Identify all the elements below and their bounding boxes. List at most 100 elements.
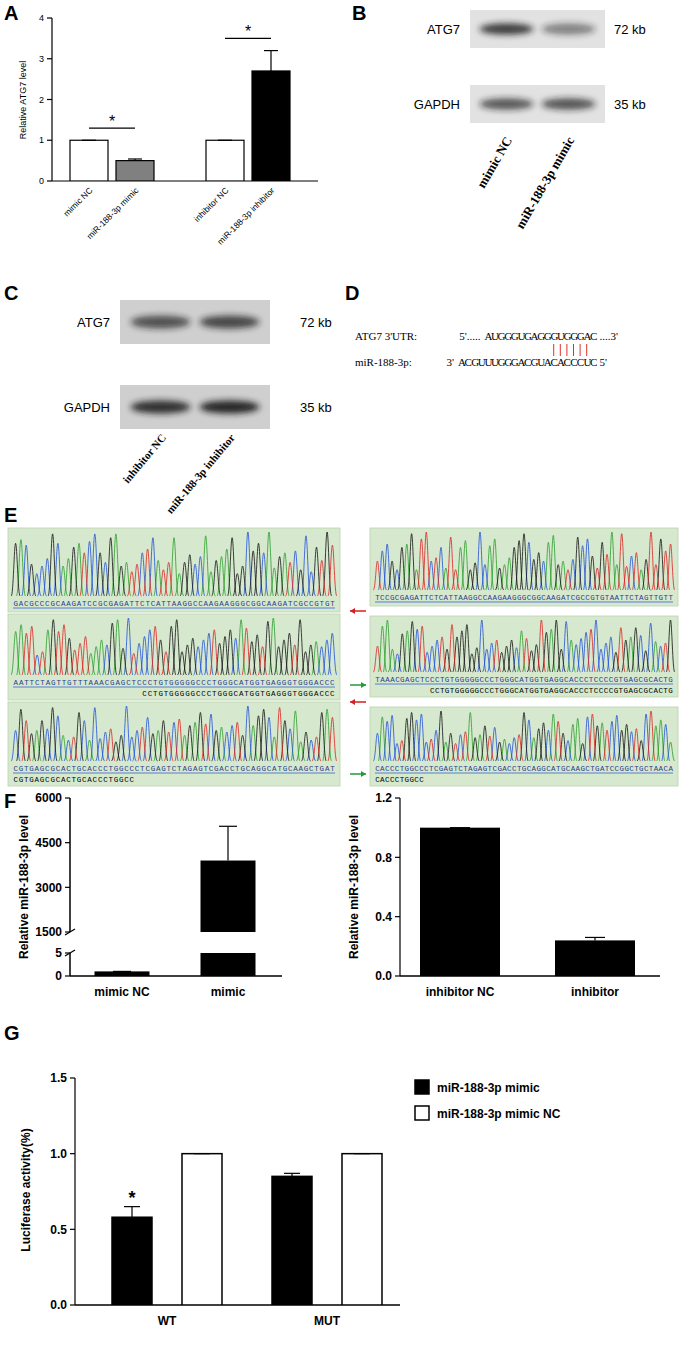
significance-label: * (128, 1188, 135, 1208)
chromatogram-trace (22, 532, 316, 596)
blot-band (131, 400, 191, 413)
y-tick-label: 0.8 (375, 851, 392, 865)
error-cap (585, 937, 605, 938)
legend-swatch (415, 1106, 429, 1120)
background (0, 0, 685, 1367)
error-cap (113, 971, 131, 972)
row-label: GAPDH (64, 400, 110, 415)
bar (95, 971, 150, 976)
bar (112, 1217, 152, 1305)
bar (420, 828, 500, 976)
error-bar (270, 51, 271, 71)
y-tick (65, 842, 70, 843)
y-axis (69, 798, 71, 932)
y-tick (47, 99, 52, 100)
base-pair (560, 344, 561, 356)
x-tick-label: MUT (314, 1314, 341, 1328)
sequence-read: CGTGAGCGCACTGCACCCTGGCCCTCGAGTCTAGAGTCGA… (13, 765, 335, 773)
y-tick-label: 1.2 (375, 791, 392, 805)
y-axis-label: Relative miR-188-3p level (347, 815, 361, 959)
y-tick (395, 916, 400, 917)
x-tick-label: inhibitor NC (192, 185, 230, 223)
x-tick-label: inhibitor NC (426, 985, 495, 999)
chromatogram-trace (33, 618, 337, 675)
y-tick-label: 0.5 (50, 1223, 67, 1237)
y-tick-label: 1.5 (50, 1071, 67, 1085)
chromatogram-panel (8, 528, 340, 612)
y-axis-label: Relative miR-188-3p level (17, 815, 31, 959)
sequence-read: TCCGCGAGATTCTCATTAAGGCCAAGAAGGGCGGCAAGAT… (375, 594, 673, 602)
y-tick-label: 6000 (35, 791, 62, 805)
sequence-end: 5'..... (459, 330, 480, 342)
plot-area-lower (95, 953, 256, 976)
size-label: 72 kb (614, 22, 646, 37)
panel-label: E (4, 504, 17, 526)
y-tick-label: 0.0 (375, 969, 392, 983)
y-tick (47, 180, 52, 181)
y-tick-label: 2 (39, 95, 44, 105)
bar (201, 953, 256, 976)
error-bar (227, 826, 228, 860)
error-cap (354, 1153, 370, 1154)
sequence: ACGUUUGGGACGUACACCCUC (458, 356, 597, 368)
y-tick (65, 887, 70, 888)
x-tick-label: mimic (211, 985, 246, 999)
panel-label: G (4, 1022, 20, 1044)
row-label: ATG7 (427, 22, 460, 37)
y-tick-label: 1500 (35, 925, 62, 939)
read-underline (13, 773, 335, 774)
panel-label: A (4, 2, 18, 24)
y-tick-label: 0 (55, 969, 62, 983)
y-tick-label: 0 (39, 176, 44, 186)
y-tick (70, 1153, 75, 1154)
axis-break (65, 929, 75, 935)
y-tick (395, 857, 400, 858)
arrow-head (350, 608, 355, 614)
error-cap (82, 140, 96, 141)
sequence-read: TAAACGAGCTCCCTGTGGGGGCCCTGGGCATGGTGAGGCA… (375, 676, 673, 684)
chromatogram-trace (16, 532, 289, 596)
x-tick-label: miR-188-3p inhibitor (215, 185, 276, 246)
row-label: ATG7 (77, 315, 110, 330)
sequence-name: ATG7 3'UTR: (355, 330, 417, 342)
error-cap (450, 827, 470, 828)
lane-label: miR-188-3p inhibitor (164, 431, 237, 515)
read-underline (375, 602, 673, 603)
chromatogram-trace (398, 711, 656, 761)
x-tick-label: mimic NC (61, 185, 94, 218)
panel-label: F (4, 790, 16, 812)
sequence-read: CACCCTGGCCCTCGAGTCTAGAGTCGACCTGCAGGCATGC… (375, 765, 673, 773)
y-tick (395, 975, 400, 976)
axis-break (65, 950, 75, 956)
arrow-head (361, 771, 366, 777)
y-tick (70, 1304, 75, 1305)
chromatogram-trace (22, 708, 337, 761)
chromatogram-trace (373, 620, 670, 672)
arrow-head (350, 699, 355, 705)
y-axis (69, 953, 71, 976)
error-cap (128, 158, 142, 159)
size-label: 72 kb (300, 315, 332, 330)
y-tick (65, 975, 70, 976)
blot-band (479, 98, 533, 109)
size-label: 35 kb (300, 400, 332, 415)
sequence-end: 5' (600, 356, 608, 368)
base-pair (553, 344, 554, 356)
chromatogram-panel (8, 702, 340, 786)
chromatogram-trace (403, 532, 646, 590)
significance-label: * (109, 113, 115, 130)
chromatogram-panel (370, 616, 678, 697)
bar (252, 71, 290, 181)
y-axis (74, 1078, 75, 1305)
y-axis-label: Relative ATG7 level (18, 61, 28, 139)
lane-label: miR-188-3p mimic (512, 134, 577, 231)
blot-band (200, 400, 260, 413)
blot-panel (120, 300, 270, 344)
legend-label: miR-188-3p mimic NC (437, 1107, 561, 1121)
sequence-end: 3' (447, 356, 455, 368)
blot-panel (120, 385, 270, 429)
chromatogram-trace (11, 618, 321, 675)
blot-band (542, 98, 596, 109)
y-tick-label: 4500 (35, 836, 62, 850)
read-underline (375, 773, 673, 774)
